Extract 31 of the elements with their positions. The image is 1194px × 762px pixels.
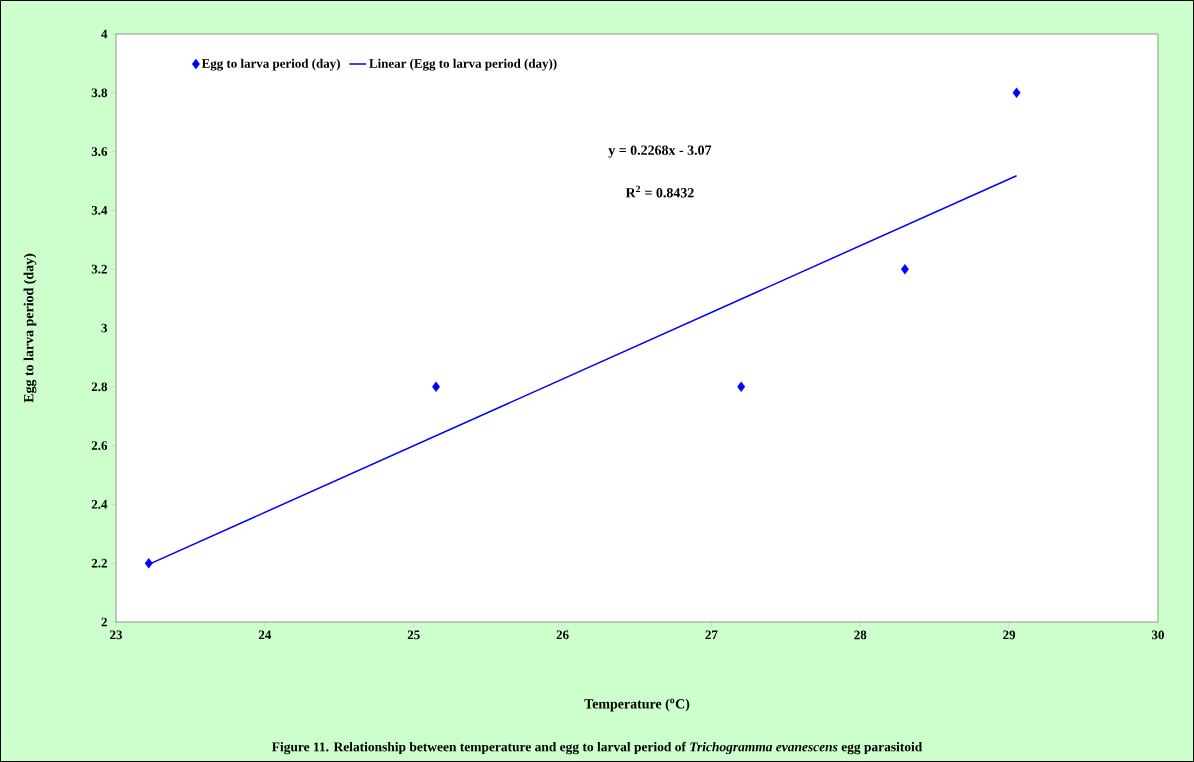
y-tick-label: 3 (101, 323, 108, 333)
y-tick-label: 2.8 (91, 382, 108, 392)
point (144, 558, 153, 569)
y-tick-label: 4 (101, 29, 108, 39)
x-axis-title: Temperature ($^{o}$C) (584, 698, 690, 712)
y-tick-label: 3.2 (91, 264, 107, 274)
x-tick-label: 25 (407, 630, 420, 640)
point (737, 381, 746, 392)
x-tick-label: 23 (110, 630, 123, 640)
annotation: R$^{2}$ = 0.8432 (625, 185, 694, 198)
y-tick-label: 2.6 (91, 441, 108, 450)
x-tick-label: 27 (705, 630, 718, 640)
x-tick-label: 28 (854, 630, 867, 640)
y-tick-label: 3.6 (91, 147, 108, 156)
legend-label: Egg to larva period (day) (201, 58, 340, 71)
x-tick-label: 24 (258, 630, 272, 640)
y-axis-title: Egg to larva period (day) (23, 253, 37, 403)
x-tick-label: 26 (556, 630, 569, 640)
point (432, 381, 440, 392)
x-tick-label: 29 (1003, 630, 1016, 640)
text: Figure 11. Relationship between temperature and egg to larval period of Trichogramma evanescens egg parasitoid (271, 741, 923, 755)
annotation: y = 0.2268x - 3.07 (608, 145, 712, 158)
x-tick-label: 30 (1151, 630, 1164, 640)
y-tick-label: 2 (101, 617, 107, 627)
point (1012, 87, 1021, 98)
y-tick-label: 2.2 (91, 558, 107, 568)
point (900, 264, 909, 275)
y-tick-label: 3.4 (91, 206, 108, 215)
y-tick-label: 2.4 (91, 500, 108, 509)
y-tick-label: 3.8 (91, 88, 108, 98)
legend-label: Linear (Egg to larva period (day)) (369, 58, 557, 71)
